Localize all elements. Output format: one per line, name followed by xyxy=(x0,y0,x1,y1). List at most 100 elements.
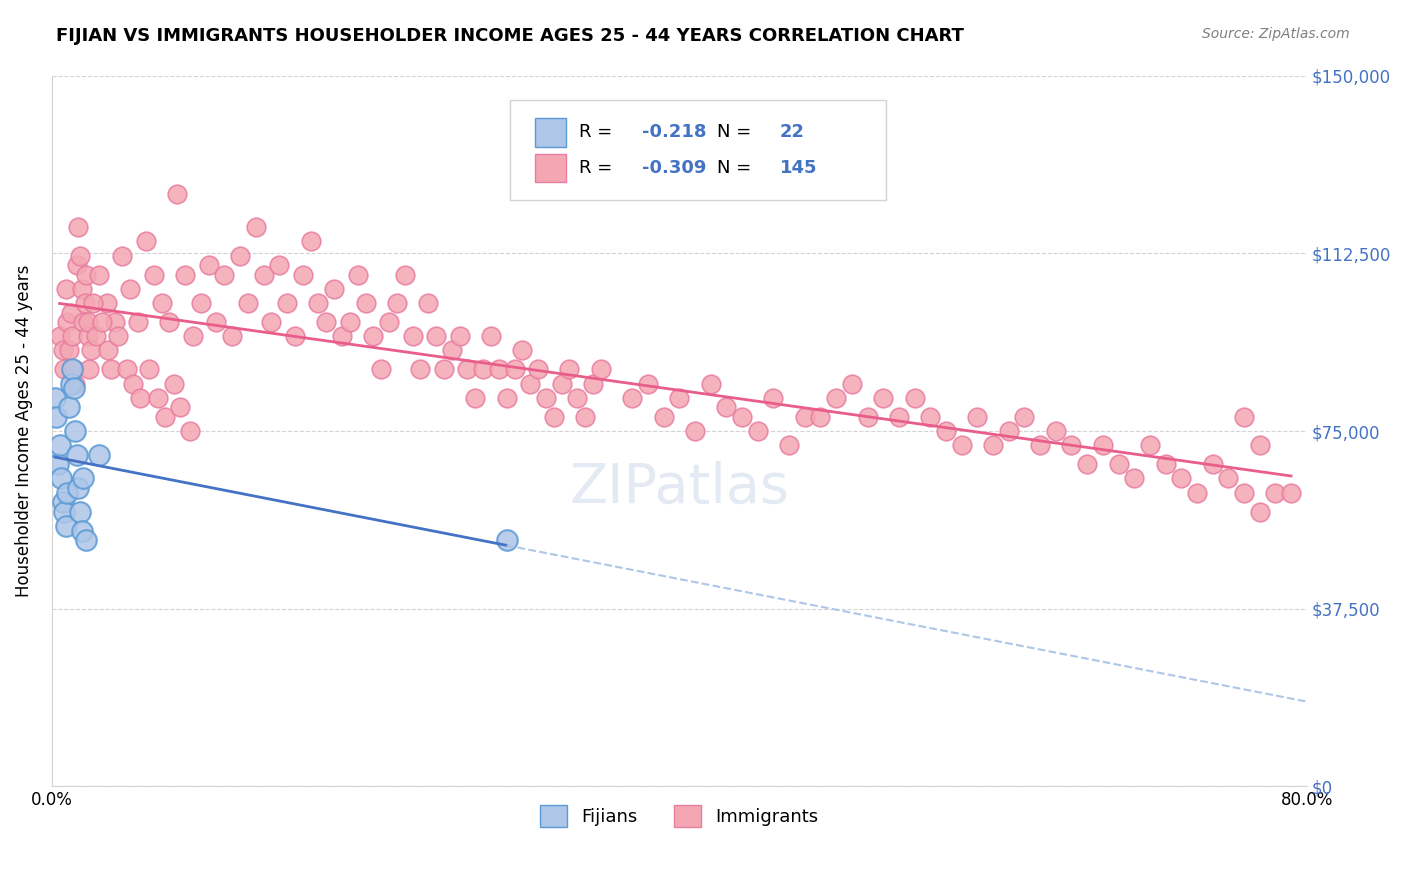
Point xyxy=(169,401,191,415)
Point xyxy=(346,268,368,282)
Point xyxy=(45,409,67,424)
Point xyxy=(58,343,80,358)
Point xyxy=(589,362,612,376)
Point xyxy=(519,376,541,391)
Point xyxy=(856,409,879,424)
Point xyxy=(70,282,93,296)
Point xyxy=(582,376,605,391)
Point xyxy=(46,457,69,471)
Point xyxy=(683,424,706,438)
Text: R =: R = xyxy=(579,123,617,142)
Point xyxy=(1060,438,1083,452)
Point xyxy=(58,401,80,415)
Point xyxy=(449,329,471,343)
Point xyxy=(70,524,93,538)
Point xyxy=(503,362,526,376)
Point xyxy=(966,409,988,424)
Point xyxy=(409,362,432,376)
Point xyxy=(425,329,447,343)
Point xyxy=(323,282,346,296)
Point xyxy=(456,362,478,376)
Point xyxy=(1170,471,1192,485)
Point xyxy=(107,329,129,343)
Point xyxy=(1091,438,1114,452)
Point xyxy=(84,329,107,343)
Point xyxy=(62,381,84,395)
Point xyxy=(87,448,110,462)
Point xyxy=(229,249,252,263)
Point xyxy=(747,424,769,438)
Point xyxy=(997,424,1019,438)
Point xyxy=(1218,471,1240,485)
Point xyxy=(205,315,228,329)
Point xyxy=(166,187,188,202)
Point xyxy=(76,329,98,343)
Text: N =: N = xyxy=(717,159,756,177)
Point xyxy=(67,220,90,235)
Point xyxy=(495,533,517,547)
Point xyxy=(197,258,219,272)
Point xyxy=(260,315,283,329)
Point xyxy=(440,343,463,358)
Point xyxy=(1123,471,1146,485)
Point xyxy=(276,296,298,310)
Point xyxy=(103,315,125,329)
Point xyxy=(100,362,122,376)
Point xyxy=(307,296,329,310)
Y-axis label: Householder Income Ages 25 - 44 years: Householder Income Ages 25 - 44 years xyxy=(15,265,32,597)
Point xyxy=(59,376,82,391)
FancyBboxPatch shape xyxy=(510,101,886,200)
Point xyxy=(401,329,423,343)
Point xyxy=(315,315,337,329)
Point xyxy=(69,505,91,519)
Point xyxy=(269,258,291,272)
Point xyxy=(418,296,440,310)
Point xyxy=(221,329,243,343)
Point xyxy=(53,362,76,376)
Point xyxy=(72,315,94,329)
Point xyxy=(652,409,675,424)
Text: -0.309: -0.309 xyxy=(641,159,706,177)
Point xyxy=(887,409,910,424)
Point xyxy=(72,471,94,485)
Point xyxy=(1185,485,1208,500)
Point xyxy=(1249,438,1271,452)
Point xyxy=(55,518,77,533)
Point xyxy=(668,391,690,405)
Point xyxy=(122,376,145,391)
Point xyxy=(284,329,307,343)
Point xyxy=(120,282,142,296)
Point xyxy=(252,268,274,282)
Text: R =: R = xyxy=(579,159,617,177)
Point xyxy=(363,329,385,343)
Point xyxy=(190,296,212,310)
Text: Source: ZipAtlas.com: Source: ZipAtlas.com xyxy=(1202,27,1350,41)
Point xyxy=(1139,438,1161,452)
Point xyxy=(534,391,557,405)
Point xyxy=(56,315,79,329)
Point xyxy=(778,438,800,452)
Point xyxy=(53,505,76,519)
Point xyxy=(1233,485,1256,500)
Point xyxy=(731,409,754,424)
Point xyxy=(1279,485,1302,500)
Point xyxy=(214,268,236,282)
Point xyxy=(87,268,110,282)
Point xyxy=(79,362,101,376)
Point xyxy=(44,391,66,405)
Point xyxy=(841,376,863,391)
Point xyxy=(142,268,165,282)
Point xyxy=(935,424,957,438)
Text: ZIPatlas: ZIPatlas xyxy=(569,461,789,515)
Point xyxy=(1076,457,1098,471)
Point xyxy=(245,220,267,235)
Point xyxy=(236,296,259,310)
Point xyxy=(174,268,197,282)
Point xyxy=(1029,438,1052,452)
Point xyxy=(825,391,848,405)
Point xyxy=(91,315,114,329)
Point xyxy=(981,438,1004,452)
Point xyxy=(150,296,173,310)
Point xyxy=(1264,485,1286,500)
Point xyxy=(1249,505,1271,519)
